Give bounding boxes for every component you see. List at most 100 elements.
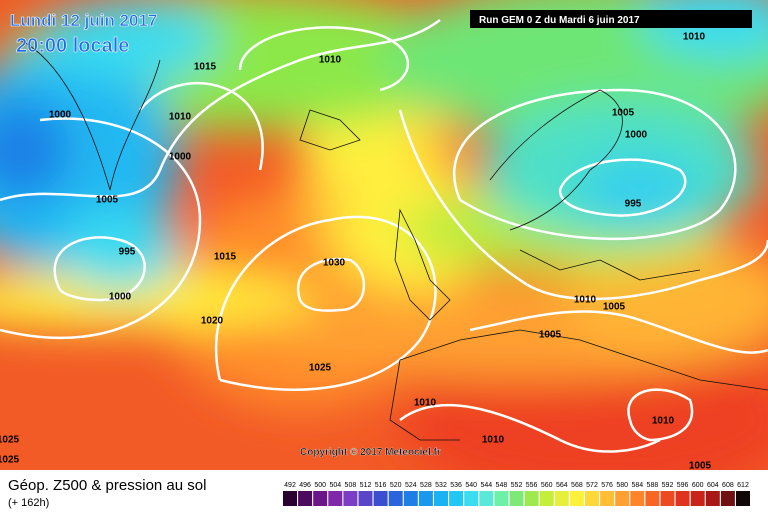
legend-swatch xyxy=(569,491,584,506)
legend-label: 612 xyxy=(737,482,749,489)
legend-swatch xyxy=(328,491,343,506)
legend-label: 552 xyxy=(511,482,523,489)
legend-label: 560 xyxy=(541,482,553,489)
legend-label: 508 xyxy=(345,482,357,489)
legend-label: 540 xyxy=(465,482,477,489)
isobar-label: 995 xyxy=(119,247,136,258)
legend-label: 528 xyxy=(420,482,432,489)
legend-swatch xyxy=(736,491,750,506)
isobar-label: 1010 xyxy=(414,398,437,409)
legend-swatch xyxy=(645,491,660,506)
legend-label: 564 xyxy=(556,482,568,489)
isobar-label: 995 xyxy=(625,199,642,210)
legend-swatch xyxy=(720,491,735,506)
legend-label: 544 xyxy=(480,482,492,489)
legend-label: 548 xyxy=(496,482,508,489)
run-box xyxy=(470,10,752,28)
legend-swatch xyxy=(705,491,720,506)
legend-label: 608 xyxy=(722,482,734,489)
legend-label: 580 xyxy=(616,482,628,489)
legend-label: 524 xyxy=(405,482,417,489)
legend-swatch xyxy=(600,491,615,506)
isobar-label: 1005 xyxy=(612,108,635,119)
legend-swatch xyxy=(358,491,373,506)
run-label: Run GEM 0 Z du Mardi 6 juin 2017 xyxy=(479,15,640,26)
legend-swatch xyxy=(434,491,448,506)
isobar-label: 1000 xyxy=(49,110,72,121)
isobar-label: 1010 xyxy=(319,55,342,66)
legend-swatch xyxy=(675,491,690,506)
isobar-label: 1025 xyxy=(309,363,332,374)
legend-swatch xyxy=(524,491,539,506)
legend-swatch xyxy=(615,491,630,506)
legend-label: 516 xyxy=(375,482,387,489)
legend-label: 584 xyxy=(631,482,643,489)
legend-swatch xyxy=(660,491,675,506)
isobar-label: 1015 xyxy=(214,252,237,263)
isobar-label: 1010 xyxy=(574,295,597,306)
legend-label: 592 xyxy=(662,482,674,489)
isobar-label: 1010 xyxy=(683,32,706,43)
legend-label: 600 xyxy=(692,482,704,489)
legend-label: 568 xyxy=(571,482,583,489)
legend-swatch xyxy=(373,491,388,506)
legend-swatch xyxy=(509,491,524,506)
legend-label: 536 xyxy=(450,482,462,489)
isobar-label: 1020 xyxy=(201,316,224,327)
legend-label: 576 xyxy=(601,482,613,489)
isobar-label: 1010 xyxy=(482,435,505,446)
legend-swatch xyxy=(418,491,433,506)
isobar-label: 1010 xyxy=(169,112,192,123)
time-label: 20:00 locale xyxy=(16,35,129,57)
legend-swatch xyxy=(690,491,705,506)
date-label: Lundi 12 juin 2017 xyxy=(10,11,157,30)
legend-swatch xyxy=(554,491,569,506)
legend-swatch xyxy=(585,491,599,506)
isobar-label: 1000 xyxy=(109,292,132,303)
legend-label: 520 xyxy=(390,482,402,489)
legend-swatch xyxy=(343,491,358,506)
legend-swatch xyxy=(449,491,464,506)
coastlines xyxy=(19,39,768,441)
legend-label: 496 xyxy=(299,482,311,489)
isobar-label: 1025 xyxy=(0,455,20,466)
legend-swatch xyxy=(464,491,479,506)
isobar-label: 1000 xyxy=(625,130,648,141)
legend-swatch xyxy=(313,491,328,506)
legend-swatch xyxy=(494,491,509,506)
legend-swatch xyxy=(630,491,645,506)
isobar-label: 1005 xyxy=(96,195,119,206)
legend-label: 512 xyxy=(360,482,372,489)
legend-swatch xyxy=(539,491,554,506)
legend-label: 604 xyxy=(707,482,719,489)
legend-swatch xyxy=(479,491,494,506)
isobar-label: 1005 xyxy=(603,302,626,313)
geopotential-field xyxy=(0,0,768,470)
isobar-label: 1025 xyxy=(0,435,20,446)
legend-swatch xyxy=(388,491,403,506)
legend-label: 504 xyxy=(329,482,341,489)
isobar-lines xyxy=(0,18,768,453)
legend-label: 572 xyxy=(586,482,598,489)
isobar-label: 1005 xyxy=(539,330,562,341)
legend-label: 596 xyxy=(677,482,689,489)
legend-label: 492 xyxy=(284,482,296,489)
isobar-label: 1010 xyxy=(652,416,675,427)
legend-label: 588 xyxy=(647,482,659,489)
isobar-label: 1000 xyxy=(169,152,192,163)
footer-title: Géop. Z500 & pression au sol xyxy=(8,477,206,494)
legend: 492 496 500 504 508 512 516 520 524 528 532 536 540 5… xyxy=(283,482,750,506)
footer-subtitle: (+ 162h) xyxy=(8,497,49,509)
legend-swatch xyxy=(283,491,297,506)
legend-swatch xyxy=(403,491,418,506)
isobar-label: 1005 xyxy=(689,461,712,472)
copyright: Copyright © 2017 Meteociel.fr xyxy=(300,447,441,458)
legend-label: 500 xyxy=(314,482,326,489)
isobar-label: 1030 xyxy=(323,258,346,269)
legend-label: 532 xyxy=(435,482,447,489)
legend-swatch xyxy=(298,491,313,506)
isobar-label: 1015 xyxy=(194,62,217,73)
legend-label: 556 xyxy=(526,482,538,489)
isobar-labels: 1015 1010 1010 1000 1010 1000 1005 995 1000 1015 1… xyxy=(0,32,712,472)
